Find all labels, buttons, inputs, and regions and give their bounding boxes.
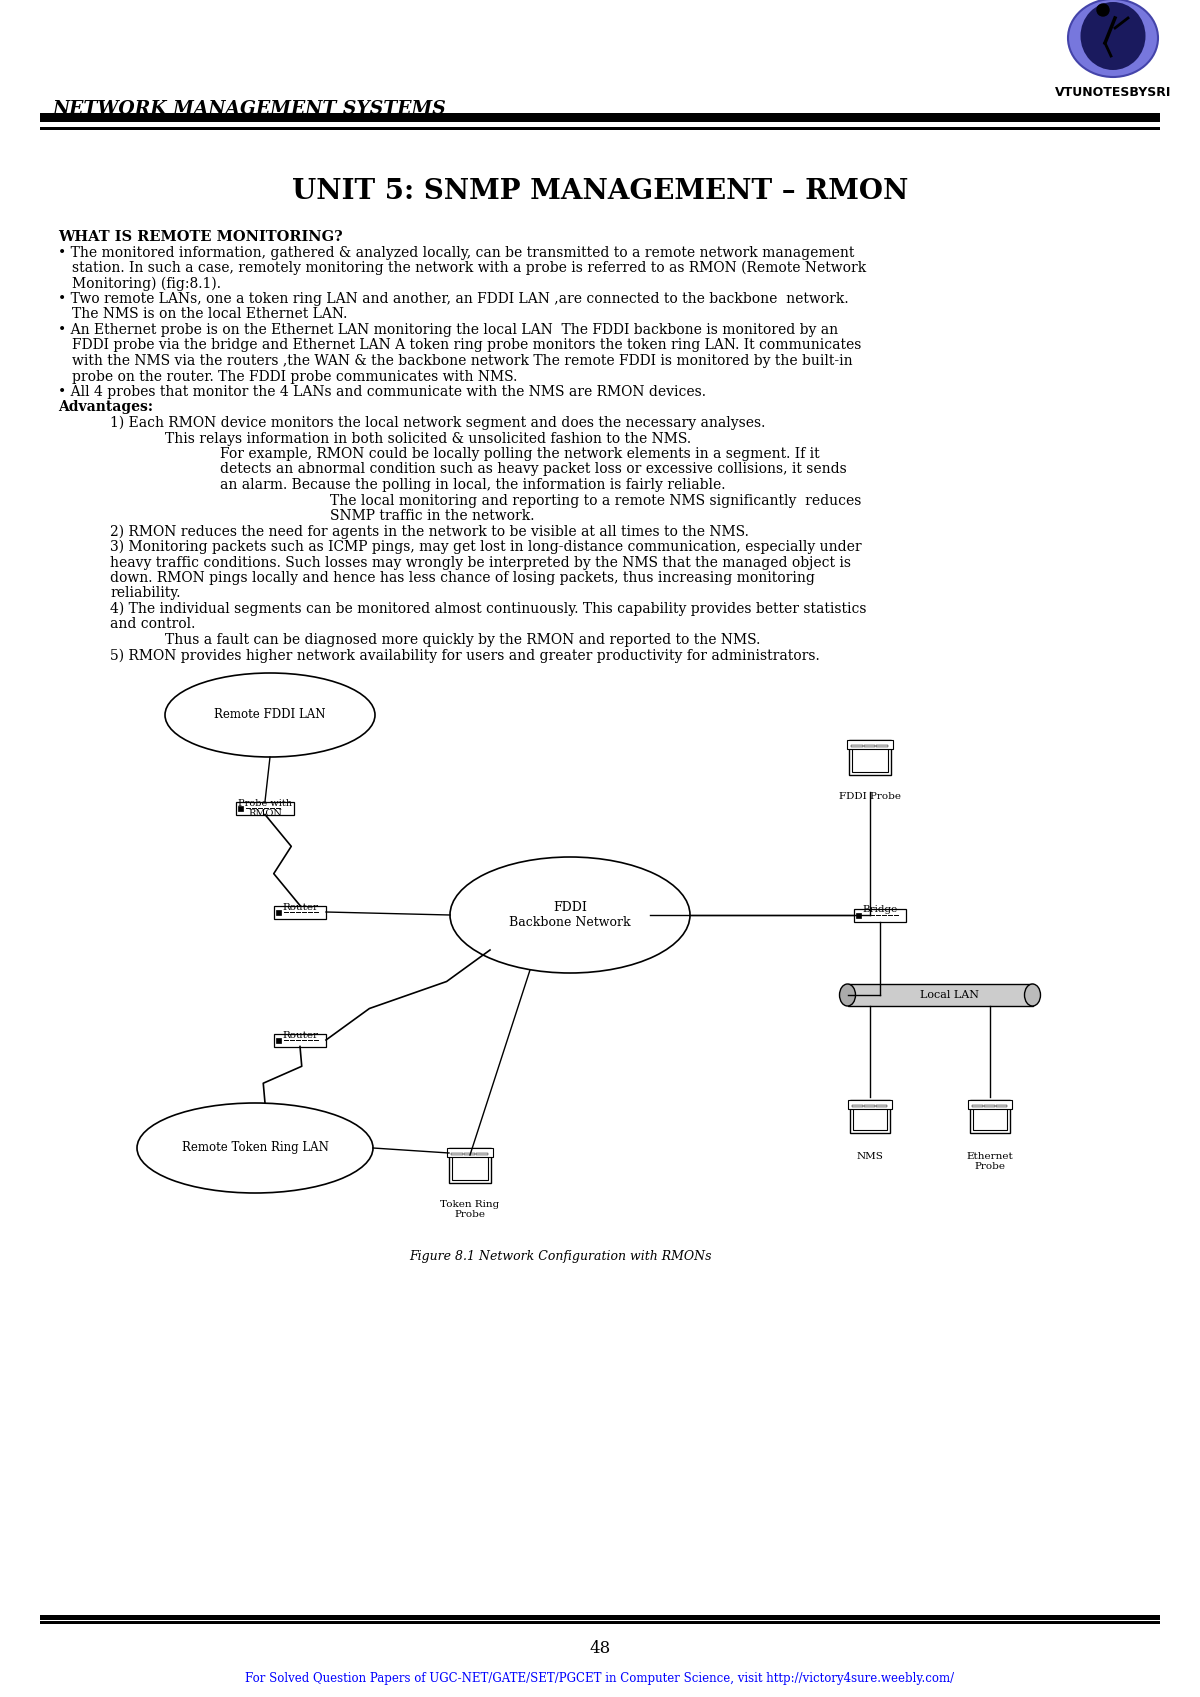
Text: station. In such a case, remotely monitoring the network with a probe is referre: station. In such a case, remotely monito… <box>72 261 866 275</box>
Text: NMS: NMS <box>857 1152 883 1161</box>
Ellipse shape <box>1080 2 1146 70</box>
Text: The local monitoring and reporting to a remote NMS significantly  reduces: The local monitoring and reporting to a … <box>330 494 862 507</box>
FancyBboxPatch shape <box>973 1103 1007 1130</box>
Text: SNMP traffic in the network.: SNMP traffic in the network. <box>330 509 534 523</box>
Text: FDDI
Backbone Network: FDDI Backbone Network <box>509 901 631 928</box>
Circle shape <box>1097 3 1109 15</box>
Text: The NMS is on the local Ethernet LAN.: The NMS is on the local Ethernet LAN. <box>72 307 347 321</box>
Text: 1) Each RMON device monitors the local network segment and does the necessary an: 1) Each RMON device monitors the local n… <box>110 416 766 431</box>
Bar <box>40 114 1160 122</box>
Text: probe on the router. The FDDI probe communicates with NMS.: probe on the router. The FDDI probe comm… <box>72 370 517 384</box>
Bar <box>847 984 1032 1006</box>
Text: UNIT 5: SNMP MANAGEMENT – RMON: UNIT 5: SNMP MANAGEMENT – RMON <box>292 178 908 205</box>
Text: and control.: and control. <box>110 618 196 631</box>
Text: WHAT IS REMOTE MONITORING?: WHAT IS REMOTE MONITORING? <box>58 231 343 244</box>
Text: heavy traffic conditions. Such losses may wrongly be interpreted by the NMS that: heavy traffic conditions. Such losses ma… <box>110 555 851 570</box>
FancyBboxPatch shape <box>968 1100 1012 1110</box>
Text: Local LAN: Local LAN <box>920 989 979 1000</box>
Text: detects an abnormal condition such as heavy packet loss or excessive collisions,: detects an abnormal condition such as he… <box>220 463 847 477</box>
Ellipse shape <box>1068 0 1158 76</box>
Text: reliability.: reliability. <box>110 587 180 601</box>
FancyBboxPatch shape <box>848 1100 892 1110</box>
FancyBboxPatch shape <box>274 1033 326 1047</box>
Text: Remote Token Ring LAN: Remote Token Ring LAN <box>181 1142 329 1154</box>
Text: • Two remote LANs, one a token ring LAN and another, an FDDI LAN ,are connected : • Two remote LANs, one a token ring LAN … <box>58 292 848 305</box>
Text: Probe with
RMON: Probe with RMON <box>238 799 292 818</box>
FancyBboxPatch shape <box>853 1103 887 1130</box>
Text: Monitoring) (fig:8.1).: Monitoring) (fig:8.1). <box>72 277 221 290</box>
Text: FDDI probe via the bridge and Ethernet LAN A token ring probe monitors the token: FDDI probe via the bridge and Ethernet L… <box>72 338 862 353</box>
Text: Advantages:: Advantages: <box>58 400 154 414</box>
Text: with the NMS via the routers ,the WAN & the backbone network The remote FDDI is : with the NMS via the routers ,the WAN & … <box>72 355 853 368</box>
Text: down. RMON pings locally and hence has less chance of losing packets, thus incre: down. RMON pings locally and hence has l… <box>110 570 815 585</box>
Text: FDDI Probe: FDDI Probe <box>839 792 901 801</box>
Ellipse shape <box>137 1103 373 1193</box>
Text: This relays information in both solicited & unsolicited fashion to the NMS.: This relays information in both solicite… <box>166 431 691 446</box>
Text: Thus a fault can be diagnosed more quickly by the RMON and reported to the NMS.: Thus a fault can be diagnosed more quick… <box>166 633 761 647</box>
FancyBboxPatch shape <box>864 745 875 747</box>
Text: 48: 48 <box>589 1639 611 1656</box>
Ellipse shape <box>166 674 374 757</box>
FancyBboxPatch shape <box>476 1152 488 1156</box>
Ellipse shape <box>840 984 856 1006</box>
FancyBboxPatch shape <box>463 1152 475 1156</box>
FancyBboxPatch shape <box>850 1100 890 1134</box>
Text: For example, RMON could be locally polling the network elements in a segment. If: For example, RMON could be locally polli… <box>220 446 820 462</box>
Text: • All 4 probes that monitor the 4 LANs and communicate with the NMS are RMON dev: • All 4 probes that monitor the 4 LANs a… <box>58 385 706 399</box>
FancyBboxPatch shape <box>452 1151 488 1179</box>
FancyBboxPatch shape <box>446 1147 493 1157</box>
Text: Ethernet
Probe: Ethernet Probe <box>967 1152 1013 1171</box>
FancyBboxPatch shape <box>876 745 888 747</box>
FancyBboxPatch shape <box>852 1105 863 1106</box>
FancyBboxPatch shape <box>236 801 294 815</box>
FancyBboxPatch shape <box>864 1105 875 1106</box>
Text: Router: Router <box>282 1030 318 1040</box>
Ellipse shape <box>450 857 690 972</box>
FancyBboxPatch shape <box>276 1037 281 1042</box>
Text: • An Ethernet probe is on the Ethernet LAN monitoring the local LAN  The FDDI ba: • An Ethernet probe is on the Ethernet L… <box>58 322 838 338</box>
Ellipse shape <box>1025 984 1040 1006</box>
Text: Bridge: Bridge <box>863 906 898 915</box>
Text: 5) RMON provides higher network availability for users and greater productivity : 5) RMON provides higher network availabi… <box>110 648 820 664</box>
Text: NETWORK MANAGEMENT SYSTEMS: NETWORK MANAGEMENT SYSTEMS <box>52 100 445 119</box>
Text: • The monitored information, gathered & analyzed locally, can be transmitted to : • The monitored information, gathered & … <box>58 246 854 260</box>
FancyBboxPatch shape <box>984 1105 995 1106</box>
Text: VTUNOTESBYSRI: VTUNOTESBYSRI <box>1055 87 1171 98</box>
FancyBboxPatch shape <box>972 1105 983 1106</box>
Text: 4) The individual segments can be monitored almost continuously. This capability: 4) The individual segments can be monito… <box>110 602 866 616</box>
Text: Figure 8.1 Network Configuration with RMONs: Figure 8.1 Network Configuration with RM… <box>409 1251 712 1263</box>
Bar <box>40 1621 1160 1624</box>
FancyBboxPatch shape <box>449 1147 491 1183</box>
FancyBboxPatch shape <box>851 745 863 747</box>
FancyBboxPatch shape <box>996 1105 1007 1106</box>
FancyBboxPatch shape <box>451 1152 463 1156</box>
Text: Token Ring
Probe: Token Ring Probe <box>440 1200 499 1220</box>
Text: Router: Router <box>282 903 318 911</box>
FancyBboxPatch shape <box>970 1100 1010 1134</box>
FancyBboxPatch shape <box>276 910 281 915</box>
FancyBboxPatch shape <box>854 908 906 921</box>
Text: an alarm. Because the polling in local, the information is fairly reliable.: an alarm. Because the polling in local, … <box>220 479 726 492</box>
Text: For Solved Question Papers of UGC-NET/GATE/SET/PGCET in Computer Science, visit : For Solved Question Papers of UGC-NET/GA… <box>246 1672 954 1685</box>
Text: 3) Monitoring packets such as ICMP pings, may get lost in long-distance communic: 3) Monitoring packets such as ICMP pings… <box>110 540 862 555</box>
Text: Remote FDDI LAN: Remote FDDI LAN <box>215 709 325 721</box>
FancyBboxPatch shape <box>274 906 326 918</box>
FancyBboxPatch shape <box>876 1105 887 1106</box>
FancyBboxPatch shape <box>852 743 888 772</box>
FancyBboxPatch shape <box>238 806 242 811</box>
Bar <box>40 1616 1160 1621</box>
Bar <box>40 127 1160 131</box>
FancyBboxPatch shape <box>856 913 862 918</box>
FancyBboxPatch shape <box>850 740 890 776</box>
Text: 2) RMON reduces the need for agents in the network to be visible at all times to: 2) RMON reduces the need for agents in t… <box>110 524 749 540</box>
FancyBboxPatch shape <box>847 740 893 748</box>
